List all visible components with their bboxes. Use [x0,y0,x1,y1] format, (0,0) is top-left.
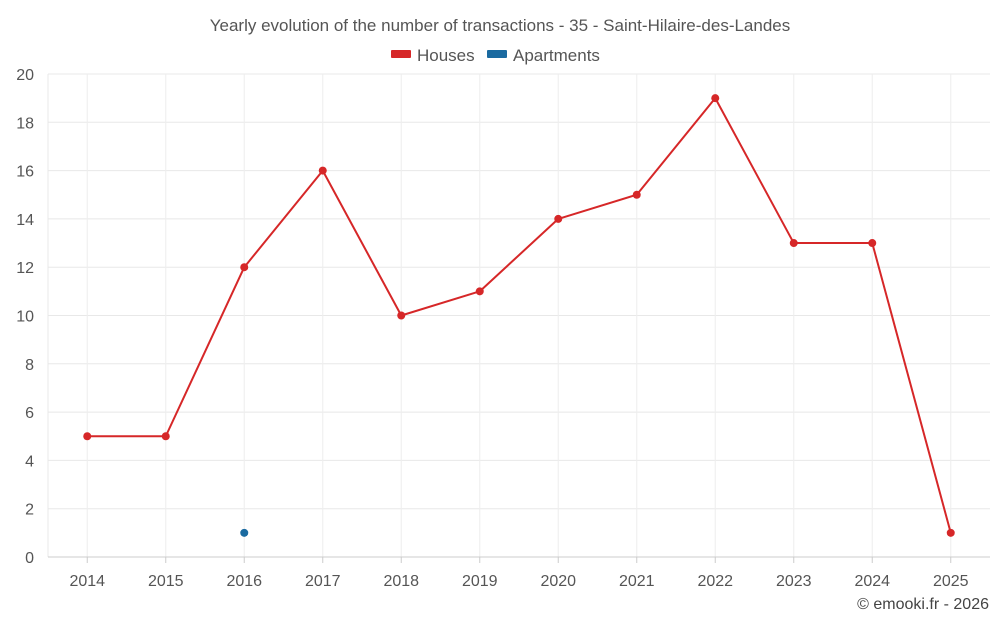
grid-lines [47,73,990,557]
y-tick-label: 12 [16,260,34,277]
data-point-houses[interactable] [397,311,406,320]
x-tick-label: 2021 [619,573,655,590]
data-point-houses[interactable] [240,263,249,272]
x-tick-label: 2015 [148,573,184,590]
y-tick-label: 20 [16,67,34,84]
chart-title: Yearly evolution of the number of transa… [210,16,791,35]
y-tick-label: 10 [16,309,34,326]
legend-swatch-houses [391,50,411,58]
x-tick-label: 2020 [540,573,576,590]
y-tick-label: 6 [25,405,34,422]
y-tick-label: 16 [16,164,34,181]
data-point-houses[interactable] [83,432,92,441]
x-tick-label: 2022 [697,573,733,590]
data-point-houses[interactable] [161,432,170,441]
data-point-houses[interactable] [475,287,484,296]
x-tick-label: 2018 [383,573,419,590]
legend-label-apartments[interactable]: Apartments [513,46,600,65]
series-lines [87,97,952,534]
x-tick-label: 2024 [854,573,890,590]
data-point-houses[interactable] [868,239,877,248]
data-point-houses[interactable] [632,190,641,199]
y-tick-label: 4 [25,453,34,470]
data-point-houses[interactable] [318,166,327,175]
legend-label-houses[interactable]: Houses [417,46,475,65]
axes [48,556,990,563]
data-point-houses[interactable] [711,94,720,103]
x-tick-label: 2023 [776,573,812,590]
y-tick-label: 14 [16,212,34,229]
x-axis-tick-labels: 2014 2015 2016 2017 2018 2019 2020 2021 2022 2023… [69,573,968,590]
series-points [83,94,955,537]
x-tick-label: 2017 [305,573,341,590]
y-tick-label: 18 [16,115,34,132]
y-axis-tick-labels: 0 2 4 6 8 10 12 14 16 18 20 [16,67,34,567]
credit-text: © emooki.fr - 2026 [857,596,989,613]
data-point-apartments[interactable] [240,528,249,537]
data-point-houses[interactable] [946,528,955,537]
x-tick-label: 2014 [69,573,105,590]
data-point-houses[interactable] [554,214,563,223]
x-tick-label: 2016 [226,573,262,590]
legend-swatch-apartments [487,50,507,58]
y-tick-label: 8 [25,357,34,374]
x-tick-label: 2019 [462,573,498,590]
series-line-houses [87,97,952,534]
legend: Houses Apartments [391,46,600,65]
y-tick-label: 0 [25,550,34,567]
x-tick-label: 2025 [933,573,969,590]
y-tick-label: 2 [25,502,34,519]
data-point-houses[interactable] [789,239,798,248]
